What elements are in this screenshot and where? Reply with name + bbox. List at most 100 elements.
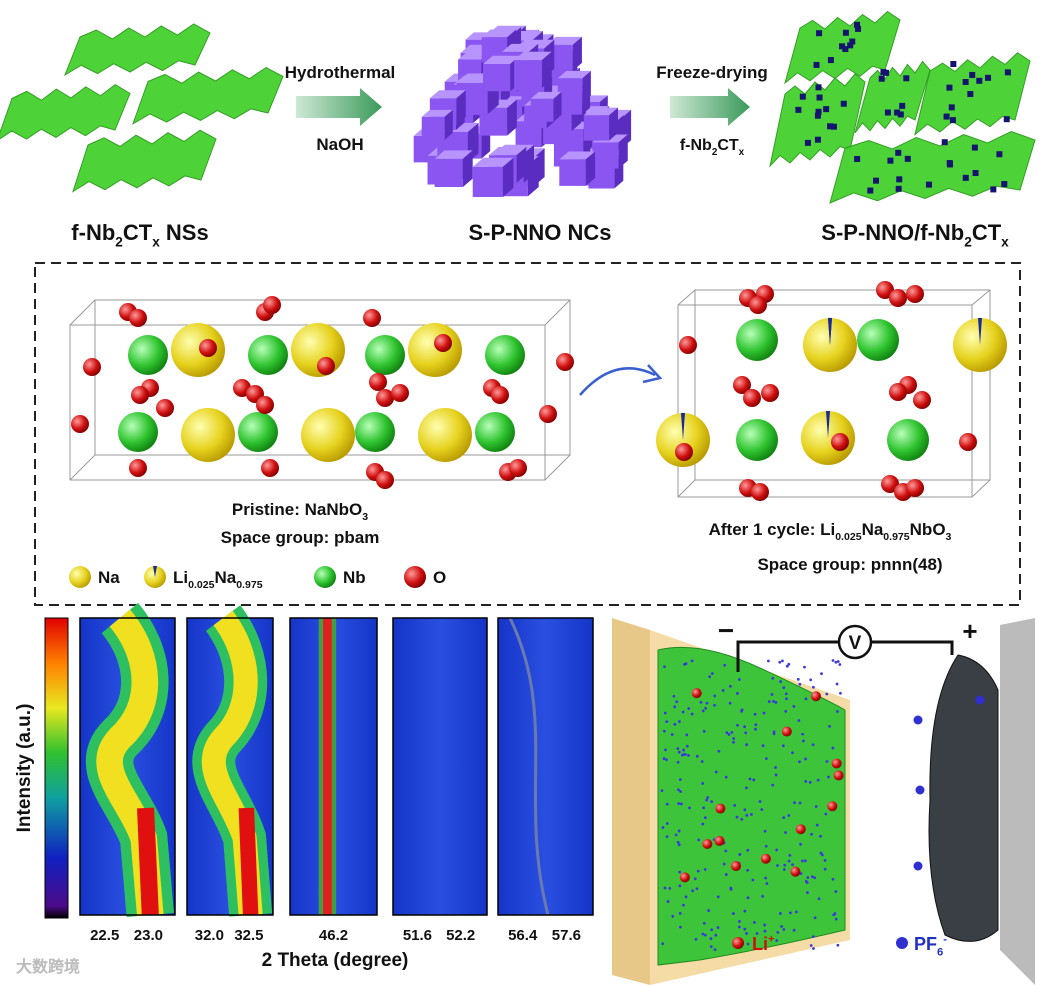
text-part: + xyxy=(768,933,775,945)
ion-dot xyxy=(803,859,807,863)
step-label: f-Nb2CTx xyxy=(680,137,745,158)
ion-dot xyxy=(665,720,669,724)
li-ion xyxy=(714,835,725,846)
unit-cell xyxy=(69,299,571,481)
ion-dot xyxy=(754,723,758,727)
ion-dot xyxy=(831,877,835,881)
product-label: S-P-NNO/f-Nb2CTx xyxy=(821,220,1009,250)
panel-frame xyxy=(392,617,488,916)
cube-face xyxy=(429,90,466,99)
ion-dot xyxy=(663,665,666,669)
diffraction-band xyxy=(508,617,550,916)
x-tick-label: 52.2 xyxy=(446,927,475,944)
li-ion xyxy=(715,803,726,814)
cube-face xyxy=(559,159,586,186)
atom xyxy=(887,419,929,461)
cube-face xyxy=(553,91,562,122)
positive-sign: + xyxy=(962,616,977,646)
ion-dot xyxy=(743,927,747,931)
cube-face xyxy=(516,146,527,183)
ion-dot xyxy=(687,754,690,757)
nanocube xyxy=(873,177,880,184)
ion-dot xyxy=(775,939,779,942)
ion-dot xyxy=(782,686,786,690)
ion-dot xyxy=(764,876,767,880)
ion-dot xyxy=(779,680,782,683)
cube-face xyxy=(583,107,618,116)
nanocube xyxy=(842,46,849,53)
ion-label: PF6- xyxy=(914,933,947,958)
atom xyxy=(408,323,462,377)
atom xyxy=(118,412,158,452)
nanocube xyxy=(830,123,837,130)
ion-dot xyxy=(744,731,748,735)
cube-face xyxy=(456,90,466,125)
nanocube xyxy=(897,111,904,118)
transform-arrow-head xyxy=(642,364,663,384)
ion-dot xyxy=(775,848,779,852)
cube-face xyxy=(585,151,596,186)
ion-dot xyxy=(678,911,682,915)
text-part: 6 xyxy=(937,946,943,958)
cube-face xyxy=(472,166,503,197)
ion-dot xyxy=(735,815,739,819)
atom xyxy=(317,357,335,375)
ion-dot xyxy=(794,910,798,914)
negative-sign: − xyxy=(718,615,734,646)
ion-dot xyxy=(815,823,819,827)
nanocube xyxy=(941,139,948,146)
ion-dot xyxy=(738,919,741,923)
nanocube xyxy=(814,136,821,143)
atom xyxy=(199,339,217,357)
atom xyxy=(128,335,168,375)
atom xyxy=(889,383,907,401)
ion-dot xyxy=(810,832,813,836)
cathode xyxy=(928,654,999,942)
ion-dot xyxy=(740,817,744,821)
text-part: 2 xyxy=(712,147,718,158)
ion-dot xyxy=(836,660,840,663)
cube-face xyxy=(583,115,610,141)
atom xyxy=(363,309,381,327)
heatmap xyxy=(498,618,593,915)
ion-dot xyxy=(678,884,682,888)
structure-label: Space group: pnnn(48) xyxy=(757,555,942,574)
text-part: Li xyxy=(752,934,768,954)
ion-dot xyxy=(774,773,778,777)
ion-dot xyxy=(782,868,786,871)
ion-dot xyxy=(746,942,750,946)
ion-dot xyxy=(670,733,674,736)
ion-dot xyxy=(823,858,827,862)
nanocube xyxy=(903,75,910,82)
ion-dot xyxy=(755,932,759,935)
ion-dot xyxy=(824,812,828,816)
ion-dot xyxy=(677,750,681,754)
x-tick-label: 32.5 xyxy=(234,927,263,944)
nanocube xyxy=(985,74,992,81)
nanocube xyxy=(799,93,806,100)
ion-dot xyxy=(793,801,796,805)
ion-dot xyxy=(705,701,709,705)
li-ion xyxy=(760,853,771,864)
ion-dot xyxy=(835,682,839,686)
li-sector xyxy=(153,565,157,577)
ion-dot xyxy=(684,895,688,899)
nanocube xyxy=(896,176,903,183)
ion-dot xyxy=(688,806,691,810)
ion-dot xyxy=(761,744,765,748)
ion-dot xyxy=(772,699,775,703)
ion-dot xyxy=(676,747,680,750)
nanocube xyxy=(840,100,847,107)
atom xyxy=(355,412,395,452)
ion-dot xyxy=(665,758,668,762)
ion-dot xyxy=(823,867,827,871)
ion-dot xyxy=(724,873,728,876)
ion-dot xyxy=(710,672,714,675)
nanocube xyxy=(1004,69,1011,76)
ion-dot xyxy=(690,659,694,663)
nanocube xyxy=(962,79,969,86)
atom xyxy=(261,459,279,477)
ion-dot xyxy=(766,659,770,663)
ion-dot xyxy=(673,705,677,709)
x-tick-label: 22.5 xyxy=(90,927,119,944)
